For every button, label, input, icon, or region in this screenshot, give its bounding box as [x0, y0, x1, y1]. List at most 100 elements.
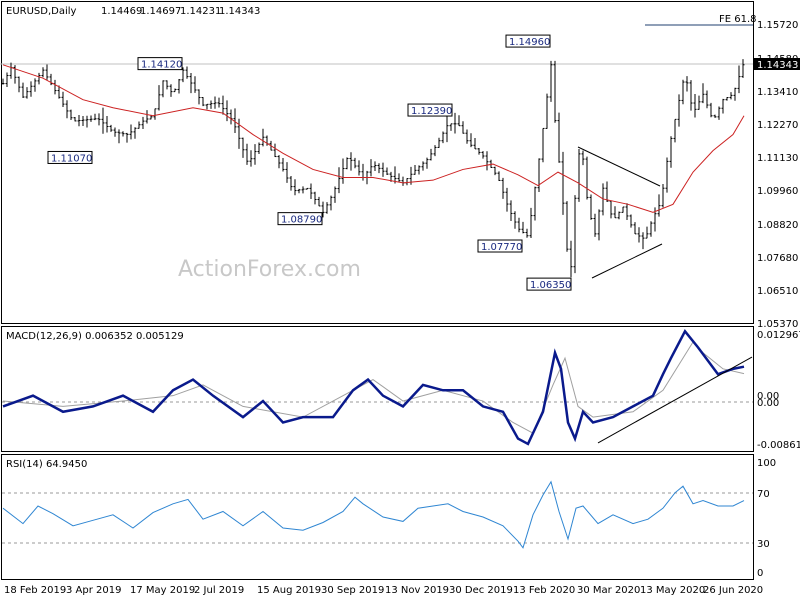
price-bar [33, 78, 37, 92]
price-annotation: 1.07770 [477, 239, 523, 253]
price-bar [237, 118, 241, 149]
price-bar [245, 143, 249, 165]
price-bar [209, 100, 213, 109]
price-bar [473, 137, 477, 150]
triangle-upper-line [577, 146, 661, 187]
price-bar [137, 121, 141, 129]
price-bar [625, 203, 629, 221]
price-bar [613, 206, 617, 219]
price-bar [205, 103, 209, 110]
price-bar [681, 79, 685, 105]
price-bar [457, 115, 461, 127]
price-bar [565, 201, 569, 252]
date-tick: 13 Nov 2019 [385, 585, 449, 596]
macd-panel-frame [1, 326, 754, 452]
price-bar [357, 160, 361, 176]
price-panel: EURUSD,Daily 1.14469 1.14697 1.14231 1.1… [0, 1, 800, 330]
price-bar [85, 115, 89, 128]
price-bar [69, 109, 73, 120]
price-annotation-label: 1.12390 [411, 106, 452, 117]
price-bar [293, 179, 297, 196]
price-bar [101, 107, 105, 134]
price-bar [93, 113, 97, 121]
price-bar [417, 165, 421, 175]
price-bar [325, 202, 329, 214]
price-bar [541, 127, 545, 163]
price-bar [701, 83, 705, 104]
price-bar [465, 129, 469, 144]
price-bar [353, 157, 357, 169]
price-bar [489, 159, 493, 168]
price-bar [693, 93, 697, 118]
price-bar [449, 123, 453, 131]
price-bar [133, 127, 137, 139]
price-bar [529, 207, 533, 238]
price-bar [217, 97, 221, 108]
price-bar [233, 108, 237, 133]
price-bar [193, 76, 197, 93]
price-bar [225, 100, 229, 122]
price-annotation: 1.11070 [47, 150, 93, 164]
price-bar [49, 73, 53, 86]
price-bar [333, 186, 337, 203]
macd-tick: 0.00 [757, 398, 779, 409]
rsi-panel-frame [1, 454, 754, 580]
price-bar [105, 115, 109, 133]
price-bar [733, 87, 737, 101]
price-bar [117, 129, 121, 144]
price-annotation-label: 1.07770 [481, 242, 522, 253]
price-bar [397, 173, 401, 182]
date-tick: 30 Dec 2019 [449, 585, 513, 596]
moving-average-line [2, 64, 745, 213]
price-bar [665, 157, 669, 193]
price-bar [121, 131, 125, 137]
price-bar [405, 178, 409, 186]
price-bar [89, 115, 93, 122]
price-bar [41, 67, 45, 78]
price-bar [597, 209, 601, 241]
price-bar [677, 94, 681, 127]
price-bar [17, 76, 21, 93]
price-bar [429, 148, 433, 161]
current-price-value: 1.14343 [757, 60, 798, 71]
macd-tick: 0.012967 [757, 330, 800, 341]
price-bar [249, 150, 253, 167]
price-panel-frame [1, 1, 754, 324]
price-bar [437, 137, 441, 148]
ohlc-open: 1.14469 [101, 6, 142, 17]
price-bar [525, 228, 529, 238]
price-tick: 1.11130 [757, 153, 798, 164]
price-bar [21, 82, 25, 99]
price-bar [689, 80, 693, 111]
price-bar [177, 78, 181, 94]
price-bar [241, 137, 245, 158]
price-bar [605, 181, 609, 202]
price-bar [253, 144, 257, 165]
macd-title: MACD(12,26,9) 0.006352 0.005129 [6, 331, 184, 342]
price-tick: 1.07680 [757, 253, 798, 264]
price-bar [297, 188, 301, 194]
price-tick: 1.15720 [757, 20, 798, 31]
price-annotations: 1.14120 1.11070 1.08790 1.12390 1.07770 1.149… [47, 34, 572, 291]
price-bar [517, 217, 521, 233]
price-bar [329, 195, 333, 211]
macd-trendline [597, 356, 753, 444]
date-tick: 30 Sep 2019 [321, 585, 384, 596]
price-annotation-label: 1.06350 [530, 280, 571, 291]
date-tick: 15 Aug 2019 [257, 585, 321, 596]
rsi-line [2, 480, 745, 549]
price-bar [185, 66, 189, 79]
price-bar [13, 65, 17, 84]
price-bar [553, 60, 557, 123]
price-bar [281, 158, 285, 172]
price-bar [673, 118, 677, 143]
price-bar [141, 116, 145, 129]
price-annotation-label: 1.08790 [281, 215, 322, 226]
price-bar [109, 124, 113, 132]
price-bar [81, 115, 85, 126]
price-annotation-label: 1.11070 [51, 153, 92, 164]
price-bar [301, 186, 305, 194]
price-bar [317, 196, 321, 207]
price-bar [29, 81, 33, 97]
date-tick: 13 May 2020 [640, 585, 705, 596]
